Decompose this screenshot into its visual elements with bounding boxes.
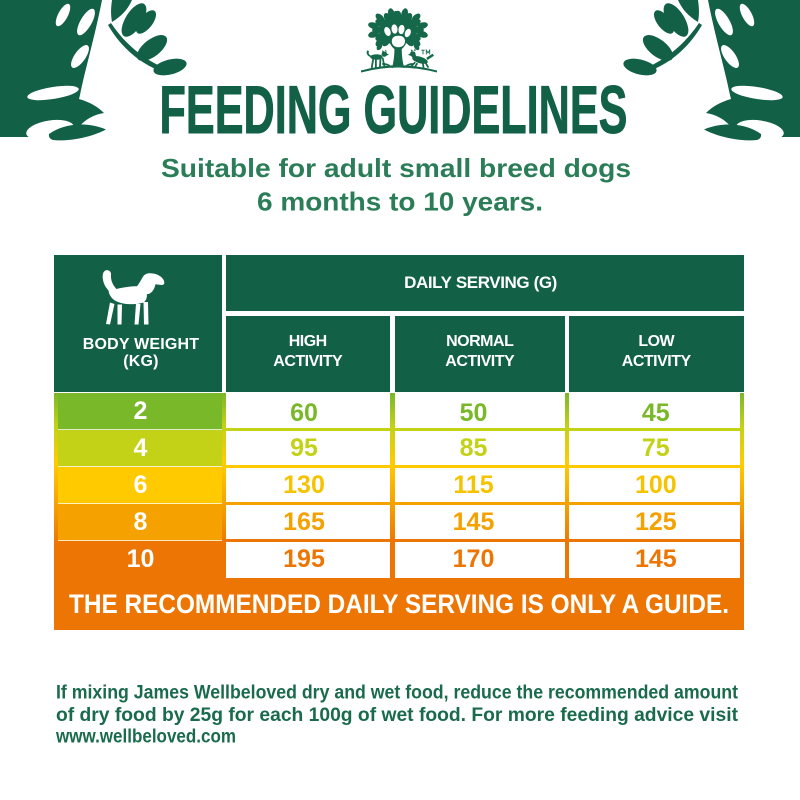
svg-text:of dry food by 25g for each 10: of dry food by 25g for each 100g of wet …: [56, 705, 739, 726]
svg-text:6 months to 10 years.: 6 months to 10 years.: [257, 187, 543, 217]
svg-text:FEEDING GUIDELINES: FEEDING GUIDELINES: [160, 72, 628, 148]
svg-text:THE RECOMMENDED DAILY SERVING: THE RECOMMENDED DAILY SERVING IS ONLY A …: [69, 589, 729, 619]
svg-text:If mixing James Wellbeloved dr: If mixing James Wellbeloved dry and wet …: [56, 683, 739, 704]
svg-text:www.wellbeloved.com: www.wellbeloved.com: [55, 727, 236, 748]
svg-text:Suitable for adult small breed: Suitable for adult small breed dogs: [161, 153, 631, 183]
